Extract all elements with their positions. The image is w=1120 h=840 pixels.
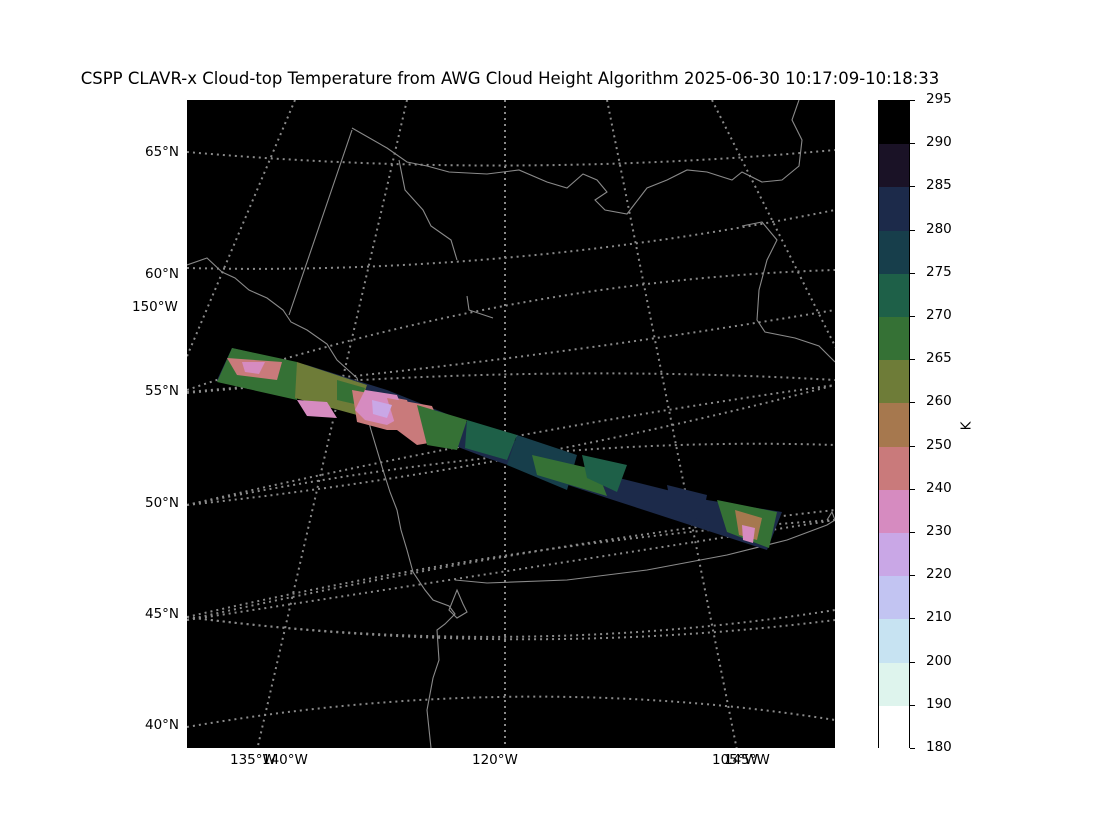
colorbar-tick-mark [910, 748, 915, 749]
colorbar-tick-label: 220 [926, 566, 952, 583]
colorbar-tick-label: 240 [926, 479, 952, 496]
colorbar-tick-label: 260 [926, 393, 952, 410]
colorbar-tick-label: 190 [926, 695, 952, 712]
lon-line-90 [711, 100, 835, 349]
lon-label-105w: 105°W [712, 752, 758, 768]
colorbar-segment [879, 187, 909, 232]
colorbar-tick-mark [910, 186, 915, 188]
lon-label-120w: 120°W [472, 752, 518, 768]
lat-label-65: 65°N [145, 144, 180, 160]
colorbar-tick-label: 275 [926, 263, 952, 280]
colorbar-tick-mark [910, 272, 915, 274]
lon-line-150 [187, 100, 296, 359]
lon-label-145w: 145°W [724, 752, 770, 768]
coastlines [187, 100, 835, 748]
colorbar-tick-mark [910, 143, 915, 145]
lon-label-150w: 150°W [132, 299, 178, 315]
colorbar-tick-mark [910, 704, 915, 706]
colorbar-tick-label: 295 [926, 91, 952, 107]
colorbar-segment [879, 619, 909, 664]
lat-label-55: 55°N [145, 383, 180, 399]
colorbar-segment [879, 273, 909, 318]
colorbar-segment [879, 317, 909, 361]
colorbar-tick-label: 230 [926, 523, 952, 539]
colorbar-tick-label: 210 [926, 609, 952, 626]
map-background [187, 100, 835, 748]
colorbar-tick-label: 290 [926, 134, 952, 151]
lat-line-65 [187, 149, 835, 167]
lat-label-40: 40°N [145, 717, 180, 733]
colorbar-tick-mark [910, 359, 915, 361]
colorbar-segment [879, 101, 909, 145]
colorbar-tick-label: 250 [926, 436, 952, 453]
colorbar-segment [879, 403, 909, 448]
colorbar-tick-label: 200 [926, 652, 952, 669]
colorbar-segment [879, 489, 909, 534]
colorbar-tick-mark [910, 618, 915, 620]
colorbar-tick-mark [910, 229, 915, 231]
colorbar-tick-mark [910, 661, 915, 663]
lat-label-50: 50°N [145, 495, 180, 511]
colorbar-tick-label: 265 [926, 350, 952, 367]
colorbar-segment [879, 230, 909, 275]
colorbar-tick-mark [910, 532, 915, 533]
colorbar-segment [879, 705, 909, 750]
lon-line-105 [606, 100, 738, 748]
colorbar-tick-label: 270 [926, 307, 952, 323]
colorbar [878, 100, 910, 750]
cloud-top-temperature-swath [217, 348, 782, 550]
lon-label-140w: 140°W [262, 752, 308, 768]
colorbar-tick-label: 280 [926, 220, 952, 237]
colorbar-tick-mark [910, 488, 915, 490]
colorbar-tick-mark [910, 316, 915, 317]
colorbar-segment [879, 446, 909, 491]
alaska-border-line [288, 129, 353, 316]
colorbar-segment [879, 144, 909, 188]
colorbar-segment [879, 662, 909, 707]
lat-label-60: 60°N [145, 266, 180, 282]
lat-label-45: 45°N [145, 606, 180, 622]
colorbar-tick-mark [910, 445, 915, 447]
lon-label-135w: 135°W [230, 752, 276, 768]
colorbar-segment [879, 533, 909, 577]
colorbar-tick-label: 180 [926, 739, 952, 755]
colorbar-unit-label: K [958, 421, 975, 431]
colorbar-tick-mark [910, 575, 915, 577]
colorbar-tick-label: 285 [926, 177, 952, 194]
map-title: CSPP CLAVR-x Cloud-top Temperature from … [80, 69, 940, 88]
lat-line-55 [187, 384, 835, 506]
colorbar-segment [879, 360, 909, 404]
colorbar-tick-mark [910, 402, 915, 404]
colorbar-tick-mark [910, 100, 915, 101]
map-svg [187, 100, 835, 748]
longitude-lines [187, 100, 835, 748]
colorbar-segment [879, 576, 909, 620]
lat-line-45 [187, 609, 835, 638]
map-panel [187, 100, 835, 748]
